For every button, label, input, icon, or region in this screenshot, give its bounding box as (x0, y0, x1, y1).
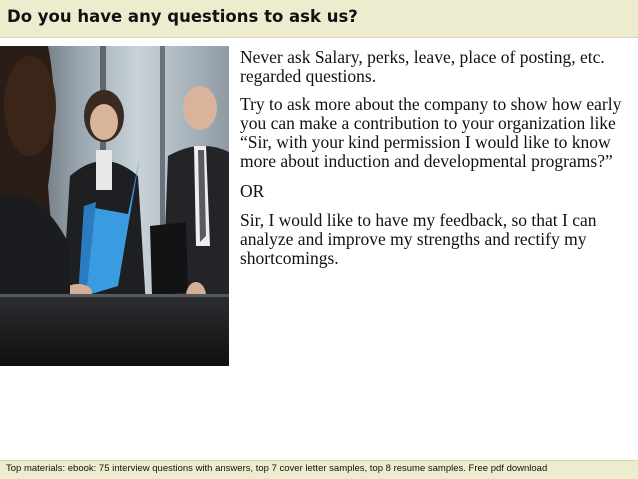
footer-bar: Top materials: ebook: 75 interview quest… (0, 460, 638, 479)
slide-body: Never ask Salary, perks, leave, place of… (240, 48, 632, 268)
footer-text: Top materials: ebook: 75 interview quest… (6, 463, 548, 474)
example-question-induction: “Sir, with your kind permission I would … (240, 132, 613, 171)
interview-photo (0, 46, 229, 366)
example-question-feedback: Sir, I would like to have my feedback, s… (240, 210, 597, 268)
tip-paragraph-salary: Never ask Salary, perks, leave, place of… (240, 47, 605, 86)
title-bar: Do you have any questions to ask us? (0, 0, 638, 38)
tip-paragraph-company: Try to ask more about the company to sho… (240, 94, 622, 133)
slide-title: Do you have any questions to ask us? (7, 7, 358, 26)
or-separator: OR (240, 181, 265, 201)
